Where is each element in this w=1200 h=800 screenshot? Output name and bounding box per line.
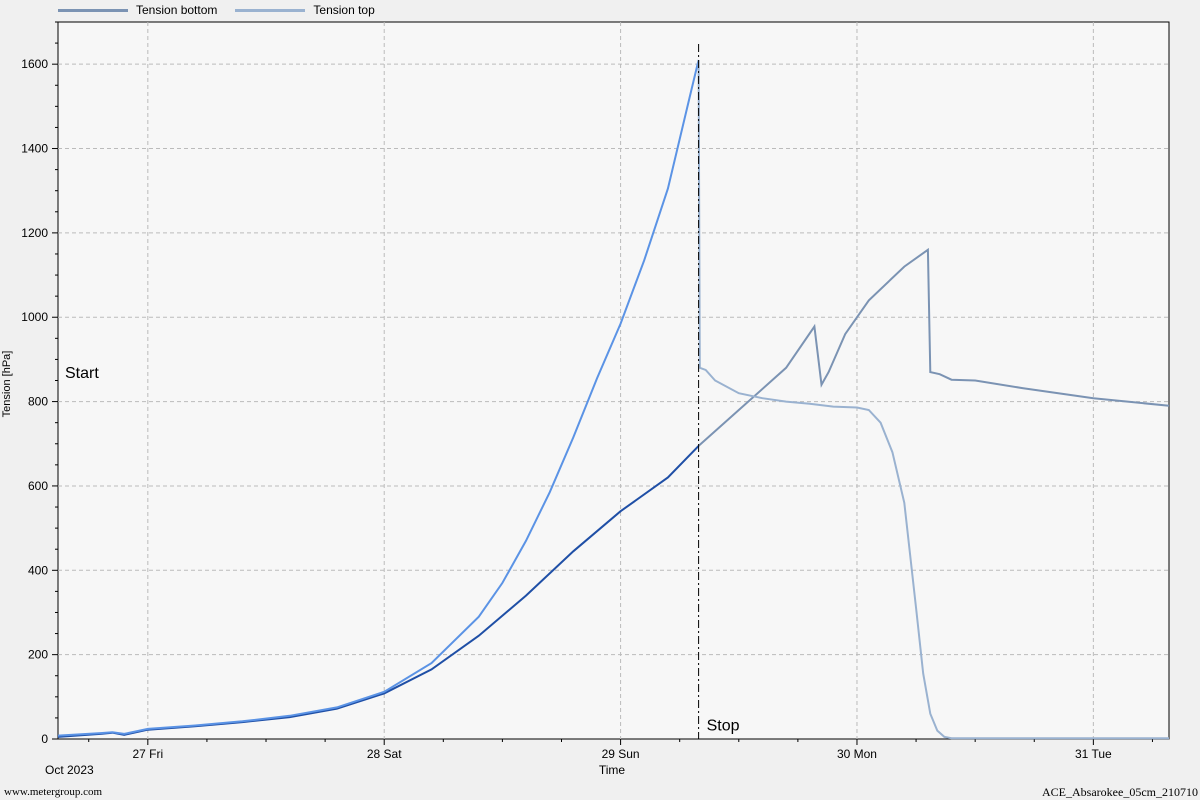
- x-tick-label: 28 Sat: [367, 747, 402, 761]
- x-tick-label: 27 Fri: [132, 747, 163, 761]
- legend-label-top: Tension top: [313, 3, 375, 17]
- y-tick-label: 1400: [21, 142, 48, 156]
- footer-website: www.metergroup.com: [4, 786, 103, 798]
- y-tick-label: 1200: [21, 226, 48, 240]
- legend-item-top[interactable]: Tension top: [235, 3, 375, 17]
- x-axis-label: Time: [599, 763, 626, 777]
- x-tick-label: 30 Mon: [837, 747, 877, 761]
- y-tick-label: 200: [28, 648, 48, 662]
- stop-annotation: Stop: [707, 718, 740, 735]
- x-tick-label: 29 Sun: [602, 747, 640, 761]
- series-group: [57, 59, 1170, 740]
- y-tick-label: 800: [28, 395, 48, 409]
- y-tick-label: 1600: [21, 57, 48, 71]
- grid-lines: [58, 22, 1169, 739]
- x-axis-date-label: Oct 2023: [45, 763, 94, 777]
- series-line-top-after-stop: [697, 59, 1169, 740]
- legend: Tension bottom Tension top: [58, 3, 375, 17]
- y-tick-label: 0: [41, 732, 48, 746]
- legend-swatch-top: [235, 8, 306, 12]
- y-tick-label: 1000: [21, 310, 48, 324]
- footer-filename: ACE_Absarokee_05cm_210710: [1042, 785, 1198, 799]
- y-axis-label: Tension [hPa]: [1, 351, 13, 418]
- start-annotation: Start: [65, 365, 99, 382]
- series-line-top-before-stop: [57, 59, 700, 737]
- y-tick-label: 600: [28, 479, 48, 493]
- plot-area: [57, 21, 1170, 740]
- y-tick-label: 400: [28, 563, 48, 577]
- legend-label-bottom: Tension bottom: [136, 3, 218, 17]
- series-line-bottom-after-stop: [697, 247, 1170, 447]
- legend-swatch-bottom: [58, 8, 128, 12]
- axis-ticks: 0 200 400 600 800 1000 1200 1400 1600 27 Fri 28 Sa…: [21, 21, 1153, 761]
- x-tick-label: 31 Tue: [1075, 747, 1112, 761]
- legend-item-bottom[interactable]: Tension bottom: [58, 3, 217, 17]
